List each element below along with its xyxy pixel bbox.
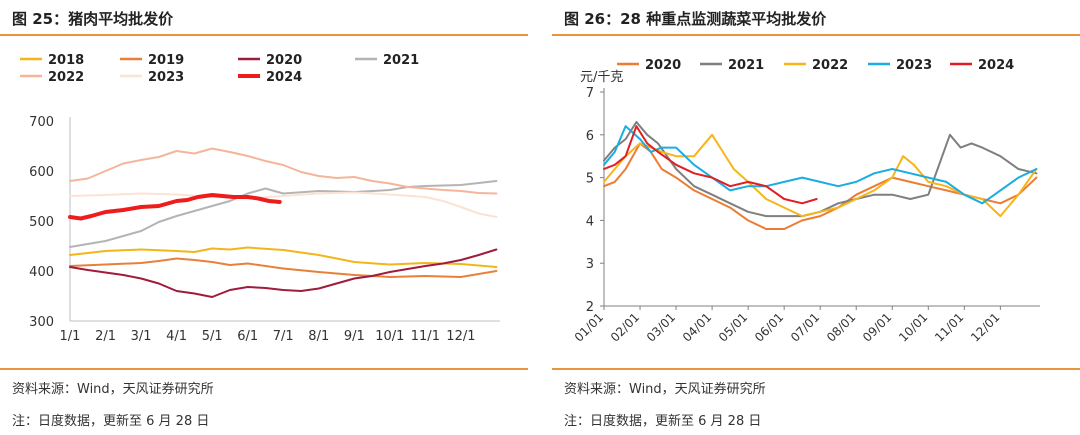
y-tick-label: 600 [29,165,54,180]
series-line-2020 [603,142,1038,230]
footer-divider [0,368,528,370]
y-tick-label: 6 [586,129,594,144]
series-line-2024 [68,193,282,221]
x-tick-label: 11/01 [932,310,966,344]
y-tick-label: 7 [586,86,594,101]
source-text: 资料来源：Wind，天风证券研究所 [564,382,766,397]
series-line-2020 [69,248,498,298]
legend-label-2020: 2020 [645,58,681,73]
legend-label-2022: 2022 [812,58,848,73]
series-line-2021 [603,121,1038,218]
legend-label-2024: 2024 [266,70,302,85]
series-line-2022 [69,147,498,195]
y-tick-label: 700 [29,115,54,130]
x-tick-label: 6/1 [237,329,258,344]
series-line-2021 [69,180,498,248]
y-tick-label: 300 [29,315,54,330]
legend-label-2020: 2020 [266,53,302,68]
legend-label-2023: 2023 [148,70,184,85]
y-tick-label: 2 [586,300,594,315]
line-chart-vegetables: 2 3 4 5 6 7 01/01 02/01 03/01 04/01 05/01 06/01 07/0… [572,58,1040,345]
x-tick-label: 04/01 [680,310,714,344]
legend-label-2021: 2021 [728,58,764,73]
x-tick-label: 3/1 [131,329,152,344]
y-tick-label: 3 [586,257,594,272]
x-tick-label: 09/01 [860,310,894,344]
x-tick-label: 06/01 [752,310,786,344]
footer-divider [552,368,1080,370]
x-tick-label: 10/1 [375,329,404,344]
series-line-2022 [603,133,1038,218]
x-tick-label: 5/1 [202,329,223,344]
x-tick-label: 12/1 [446,329,475,344]
x-tick-label: 01/01 [572,310,606,344]
legend-label-2018: 2018 [48,53,84,68]
x-tick-label: 02/01 [608,310,642,344]
y-tick-label: 4 [586,214,594,229]
series-line-2019 [69,257,498,278]
x-tick-label: 07/01 [788,310,822,344]
x-tick-label: 8/1 [308,329,329,344]
line-chart-pork: 300 400 500 600 700 1/1 2/1 3/1 4/1 5/1 6/1 7/1 8/1 9… [20,53,500,344]
panel-title: 图 25：猪肉平均批发价 [12,10,174,28]
x-tick-label: 7/1 [273,329,294,344]
x-tick-label: 11/1 [411,329,440,344]
source-text: 资料来源：Wind，天风证券研究所 [12,382,214,397]
legend-label-2021: 2021 [383,53,419,68]
x-tick-label: 9/1 [344,329,365,344]
y-tick-label: 5 [586,172,594,187]
series-line-2023 [603,125,1038,205]
x-tick-label: 03/01 [644,310,678,344]
series-line-2023 [69,191,498,218]
series-line-2024 [603,125,818,205]
y-unit-label: 元/千克 [580,70,623,85]
x-tick-label: 10/01 [896,310,930,344]
panel-title: 图 26：28 种重点监测蔬菜平均批发价 [564,10,827,28]
title-divider [552,34,1080,36]
y-tick-label: 500 [29,215,54,230]
legend-label-2023: 2023 [896,58,932,73]
legend-label-2024: 2024 [978,58,1014,73]
series-line-2018 [69,246,498,268]
x-tick-label: 4/1 [166,329,187,344]
x-tick-label: 05/01 [716,310,750,344]
title-divider [0,34,528,36]
note-text: 注：日度数据，更新至 6 月 28 日 [12,414,210,429]
y-tick-label: 400 [29,265,54,280]
chart-panel-vegetables: 图 26：28 种重点监测蔬菜平均批发价 2 3 4 5 6 7 01/01 02/01 03/… [552,0,1080,435]
x-tick-label: 1/1 [60,329,81,344]
x-tick-label: 2/1 [95,329,116,344]
x-tick-label: 08/01 [824,310,858,344]
chart-panel-pork: 图 25：猪肉平均批发价 300 400 500 600 700 1/1 2/1 3/1 4/1… [0,0,528,435]
x-tick-label: 12/01 [968,310,1002,344]
legend-label-2019: 2019 [148,53,184,68]
note-text: 注：日度数据，更新至 6 月 28 日 [564,414,762,429]
legend-label-2022: 2022 [48,70,84,85]
